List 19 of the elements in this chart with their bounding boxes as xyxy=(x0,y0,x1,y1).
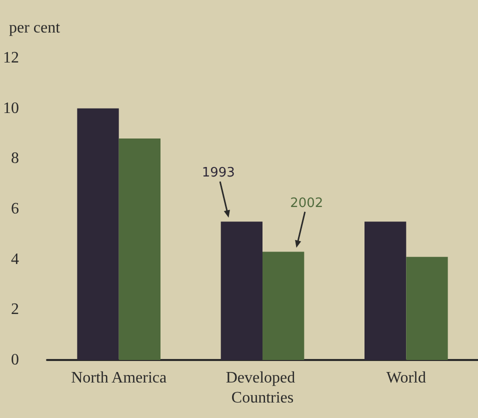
bar xyxy=(77,108,119,360)
bar xyxy=(220,222,262,360)
y-tick-label: 0 xyxy=(11,352,19,368)
bar xyxy=(262,252,304,360)
bar xyxy=(364,222,406,360)
y-tick-label: 8 xyxy=(11,150,19,168)
y-tick-label: 10 xyxy=(3,100,19,117)
x-tick-label: Developed Countries xyxy=(226,370,300,406)
y-tick-label: 4 xyxy=(11,250,19,268)
text: 2002 xyxy=(290,196,324,211)
y-axis-title: per cent xyxy=(9,20,61,36)
x-tick-label: North America xyxy=(71,370,167,386)
bar xyxy=(118,138,160,360)
y-tick-label: 12 xyxy=(3,50,19,66)
y-tick-label: 2 xyxy=(11,301,19,318)
y-tick-label: 6 xyxy=(11,200,19,218)
x-tick-label: World xyxy=(386,370,426,386)
text: 1993 xyxy=(202,166,235,181)
bar xyxy=(406,256,448,360)
